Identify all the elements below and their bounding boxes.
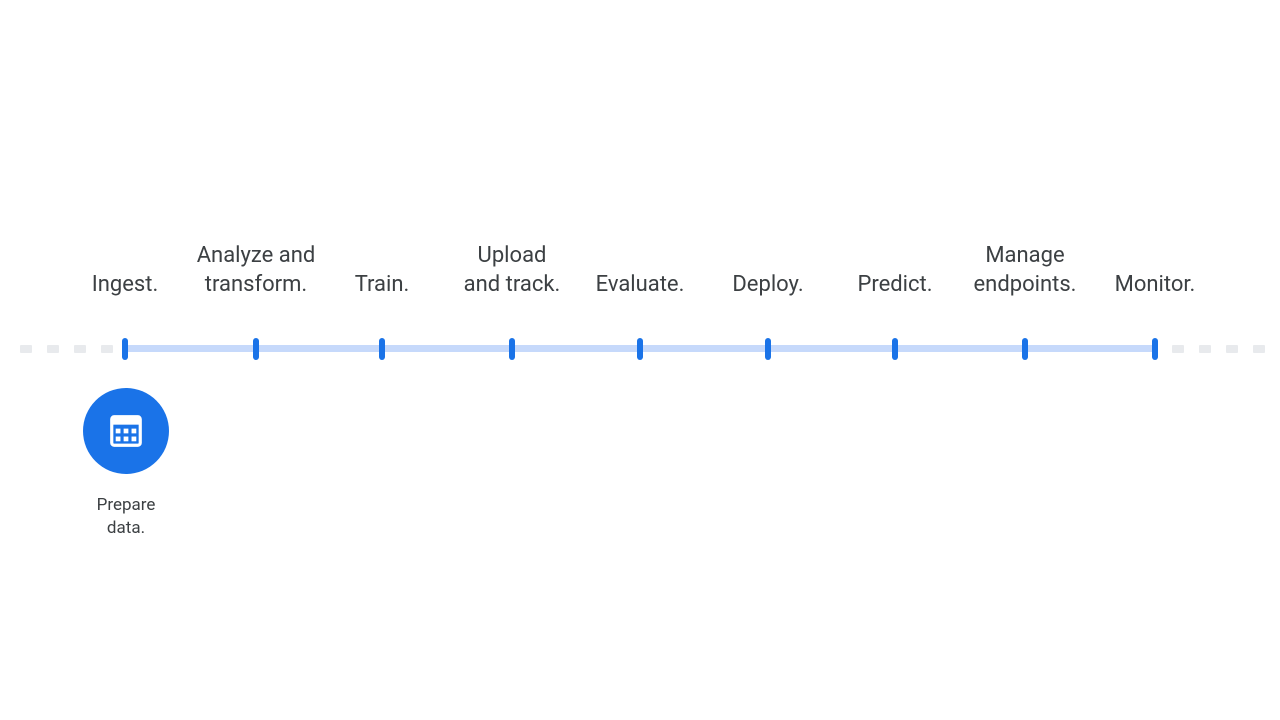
timeline-step-label: Train. [355, 270, 410, 300]
timeline-step-label: Monitor. [1115, 270, 1196, 300]
timeline-tick [1152, 338, 1158, 360]
timeline-dash [47, 345, 59, 353]
timeline-tick [892, 338, 898, 360]
timeline-tick [379, 338, 385, 360]
timeline-dash [101, 345, 113, 353]
timeline-step-label: Evaluate. [596, 270, 685, 300]
timeline-step-label: Manage endpoints. [974, 241, 1077, 300]
timeline-tick [509, 338, 515, 360]
timeline-tick [122, 338, 128, 360]
timeline-tick [1022, 338, 1028, 360]
timeline-dash [1253, 345, 1265, 353]
timeline-tick [637, 338, 643, 360]
timeline-dash [1172, 345, 1184, 353]
diagram-stage: Ingest. Analyze and transform. Train. Uploa… [0, 0, 1280, 720]
timeline-step-label: Analyze and transform. [197, 241, 316, 300]
timeline-dash [1199, 345, 1211, 353]
timeline-dash [74, 345, 86, 353]
timeline-step-label: Deploy. [732, 270, 803, 300]
prepare-data-icon [83, 388, 169, 474]
grid-icon [107, 412, 145, 450]
prepare-data-caption: Prepare data. [97, 494, 156, 540]
timeline-step-label: Predict. [857, 270, 932, 300]
timeline-dash [20, 345, 32, 353]
timeline-dash [1226, 345, 1238, 353]
timeline-tick [765, 338, 771, 360]
timeline-tick [253, 338, 259, 360]
timeline-step-label: Upload and track. [464, 241, 561, 300]
timeline-step-label: Ingest. [92, 270, 159, 300]
